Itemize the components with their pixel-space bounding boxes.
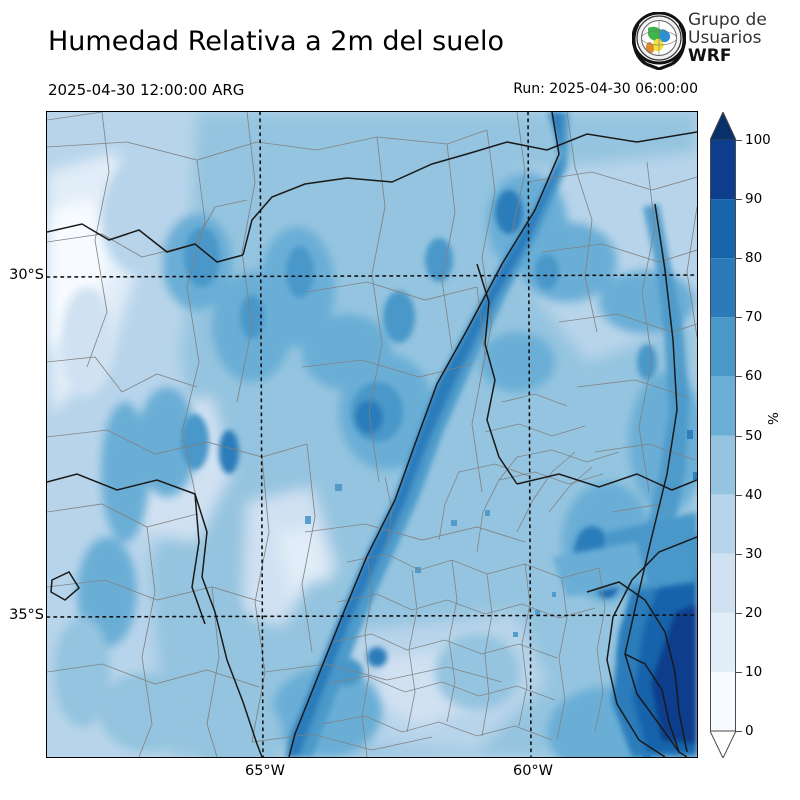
lat-tick-30s: 30°S xyxy=(9,267,44,283)
map-plot-area[interactable] xyxy=(46,111,698,758)
logo-text-block: Grupo de Usuarios WRF xyxy=(688,12,767,65)
country-borders xyxy=(47,112,697,757)
scatter-cells xyxy=(305,430,697,757)
subdivision-boundaries xyxy=(47,112,697,757)
cb-tick-40: 40 xyxy=(745,487,763,503)
globe-emblem-icon xyxy=(631,11,687,71)
cb-tick-60: 60 xyxy=(745,368,763,384)
lon-tick-65w: 65°W xyxy=(244,763,286,779)
buenos-aires-county-mesh xyxy=(321,393,620,757)
cb-tick-10: 10 xyxy=(745,664,763,680)
wrf-user-group-logo: Grupo de Usuarios WRF xyxy=(631,11,792,74)
logo-line-2: Usuarios xyxy=(688,28,762,48)
logo-line-3: WRF xyxy=(688,46,732,66)
cb-tick-0: 0 xyxy=(745,723,754,739)
valid-time-label: 2025-04-30 12:00:00 ARG xyxy=(48,81,245,99)
graticule xyxy=(47,112,697,757)
run-time-label: Run: 2025-04-30 06:00:00 xyxy=(513,81,698,97)
gridline-lat-35s xyxy=(47,614,697,618)
gridline-lat-30s xyxy=(47,274,697,278)
colorbar-unit-label: % xyxy=(766,412,782,425)
cb-tick-50: 50 xyxy=(745,428,763,444)
cb-tick-20: 20 xyxy=(745,605,763,621)
page-title: Humedad Relativa a 2m del suelo xyxy=(48,26,504,57)
colorbar[interactable] xyxy=(709,110,737,760)
cb-tick-100: 100 xyxy=(745,132,771,148)
gridline-lon-60w xyxy=(527,112,532,757)
lat-tick-35s: 35°S xyxy=(9,607,44,623)
cb-tick-90: 90 xyxy=(745,191,763,207)
parana-humidity-corridor xyxy=(285,112,569,757)
colorbar-gradient xyxy=(709,110,737,760)
logo-line-1: Grupo de xyxy=(688,10,767,30)
humidity-field xyxy=(47,112,697,757)
lon-tick-60w: 60°W xyxy=(512,763,554,779)
gridline-lon-65w xyxy=(259,112,264,757)
cb-tick-80: 80 xyxy=(745,250,763,266)
colorbar-tick-labels: 100 90 80 70 60 50 40 30 20 10 0 xyxy=(736,112,796,758)
cb-tick-30: 30 xyxy=(745,546,763,562)
cb-tick-70: 70 xyxy=(745,309,763,325)
